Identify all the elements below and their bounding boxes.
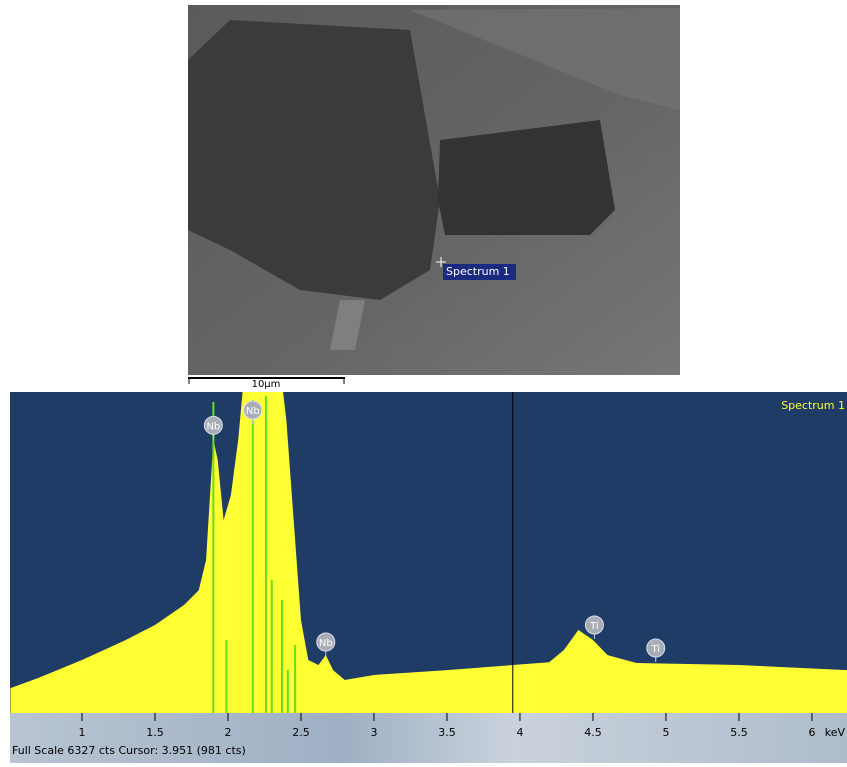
x-tick-label: 5.5 xyxy=(730,726,748,739)
sem-image xyxy=(188,5,680,375)
peak-label: Ti xyxy=(589,621,599,632)
peak-label-badge xyxy=(584,615,604,635)
legend-entry: Spectrum 1 xyxy=(781,399,845,412)
axis-strip xyxy=(10,713,847,763)
peak-label-badge xyxy=(646,638,666,658)
x-tick-label: 4.5 xyxy=(584,726,602,739)
peak-label-badge xyxy=(243,400,263,420)
x-tick-label: 2.5 xyxy=(292,726,310,739)
peak-label: Nb xyxy=(206,421,220,432)
x-tick-label: 1.5 xyxy=(146,726,164,739)
x-tick-label: 1 xyxy=(78,726,85,739)
peak-label-badge xyxy=(203,415,223,435)
x-tick-label: 5 xyxy=(662,726,669,739)
spectrum-area xyxy=(10,392,847,713)
x-tick-label: 6 xyxy=(808,726,815,739)
x-tick-label: 4 xyxy=(516,726,523,739)
peak-label: Ti xyxy=(650,644,660,655)
peak-label: Nb xyxy=(319,638,333,649)
peak-label-badge xyxy=(316,632,336,652)
scale-bar: 10µm xyxy=(188,377,345,390)
marker-label: Spectrum 1 xyxy=(446,265,510,278)
spectrum-marker: Spectrum 1 xyxy=(436,257,516,280)
scale-bar-label: 10µm xyxy=(252,379,281,390)
status-text: Full Scale 6327 cts Cursor: 3.951 (981 c… xyxy=(12,744,246,757)
x-axis-label: keV xyxy=(825,726,846,739)
x-tick-label: 2 xyxy=(224,726,231,739)
x-tick-label: 3.5 xyxy=(438,726,456,739)
x-tick-label: 3 xyxy=(370,726,377,739)
peak-label: Nb xyxy=(246,406,260,417)
